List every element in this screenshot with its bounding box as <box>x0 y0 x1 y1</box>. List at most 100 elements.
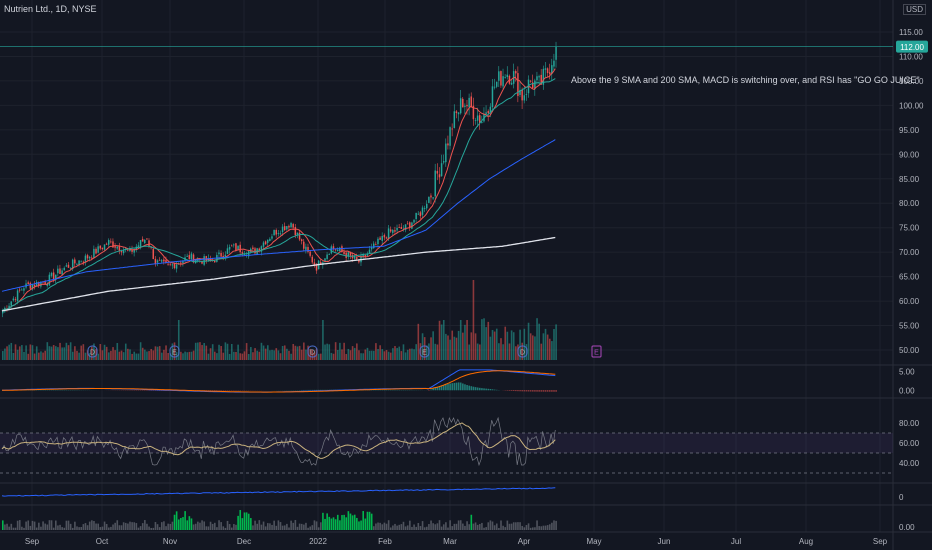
volume-bar <box>317 353 320 360</box>
volume-bar <box>61 347 63 360</box>
earnings-marker <box>169 345 180 358</box>
indicator-histogram-bar <box>144 520 146 530</box>
macd-histogram-bar <box>453 382 456 391</box>
candle-body <box>521 89 523 101</box>
candle-body <box>489 106 492 113</box>
candle-body <box>525 94 528 95</box>
candle-body <box>519 89 521 95</box>
volume-bar <box>228 353 231 360</box>
candle-body <box>275 229 277 235</box>
indicator-histogram-bar <box>228 524 231 530</box>
candle-body <box>108 240 110 245</box>
indicator-histogram-bar <box>127 523 129 530</box>
volume-bar <box>300 349 303 360</box>
indicator-histogram-bar <box>4 524 6 530</box>
volume-bar <box>290 353 292 360</box>
indicator-histogram-bar <box>245 512 248 530</box>
volume-bar <box>512 332 515 360</box>
volume-bar <box>275 348 278 360</box>
indicator-histogram-bar <box>103 521 106 530</box>
indicator-histogram-bar <box>10 523 13 530</box>
indicator-line <box>1 487 556 497</box>
volume-bar <box>110 350 112 360</box>
sma200-line <box>1 236 556 312</box>
indicator-histogram-bar <box>226 520 229 530</box>
candle-body <box>214 260 216 263</box>
macd-tick-label: 0.00 <box>899 386 915 395</box>
volume-bar <box>188 351 191 360</box>
macd-histogram-bar <box>519 390 521 392</box>
volume-bar <box>33 353 36 360</box>
volume-bar <box>114 350 116 360</box>
indicator-histogram-bar <box>540 526 543 530</box>
indicator-histogram-bar <box>449 520 451 530</box>
volume-bar <box>205 345 208 360</box>
indicator-histogram-bar <box>409 520 411 530</box>
volume-bar <box>63 347 66 360</box>
volume-bar <box>423 337 426 360</box>
indicator-histogram-bar <box>110 526 112 530</box>
macd-histogram-bar <box>485 388 487 391</box>
volume-bar <box>131 353 133 360</box>
indicator-histogram-bar <box>211 523 214 530</box>
candle-body <box>292 224 294 228</box>
price-tick-label: 50.00 <box>899 346 920 355</box>
volume-bar <box>404 352 407 360</box>
volume-bar <box>334 342 337 360</box>
indicator-histogram-bar <box>434 524 437 530</box>
candle-body <box>426 203 428 209</box>
candle-body <box>52 272 55 279</box>
candle-body <box>370 246 373 250</box>
indicator-histogram-bar <box>91 520 93 530</box>
volume-bar <box>392 348 394 360</box>
candle-body <box>474 119 477 121</box>
indicator-histogram-bar <box>129 521 131 530</box>
indicator-histogram-bar <box>194 523 197 530</box>
candle-body <box>540 74 542 85</box>
volume-bar <box>129 349 131 360</box>
indicator-histogram-bar <box>493 525 496 530</box>
volume-bar <box>40 351 42 360</box>
candle-body <box>529 80 532 82</box>
currency-badge[interactable]: USD <box>903 4 926 15</box>
volume-bar <box>470 332 473 360</box>
indicator-histogram-bar <box>78 527 80 530</box>
indicator-histogram-bar <box>252 525 254 530</box>
macd-histogram-bar <box>462 383 464 391</box>
candle-body <box>254 248 256 254</box>
volume-bar <box>141 347 144 360</box>
volume-bar <box>199 342 201 360</box>
indicator-histogram-bar <box>542 525 545 530</box>
candle-body <box>35 281 38 286</box>
indicator-histogram-bar <box>135 523 138 530</box>
volume-bar <box>52 345 55 360</box>
indicator-histogram-bar <box>375 523 377 530</box>
indicator-histogram-bar <box>55 520 57 530</box>
indicator-histogram-bar <box>525 525 528 530</box>
indicator-histogram-bar <box>432 523 434 530</box>
candle-body <box>33 284 36 287</box>
indicator-histogram-bar <box>326 513 328 530</box>
volume-bar <box>502 344 504 360</box>
indicator-histogram-bar <box>197 521 199 530</box>
volume-bar <box>538 323 540 360</box>
x-axis-label: 2022 <box>309 537 327 546</box>
x-axis-label: Nov <box>163 537 177 546</box>
indicator-histogram-bar <box>305 522 307 530</box>
volume-bar <box>14 344 17 360</box>
candle-body <box>97 246 99 253</box>
candle-body <box>336 249 339 252</box>
volume-bar <box>31 345 34 360</box>
macd-histogram-bar <box>508 390 511 391</box>
volume-bar <box>65 342 68 360</box>
volume-bar <box>551 341 553 360</box>
indicator-histogram-bar <box>275 525 278 530</box>
candle-body <box>290 222 292 228</box>
candle-body <box>222 255 224 258</box>
volume-bar <box>67 345 70 360</box>
indicator-histogram-bar <box>485 527 487 530</box>
candle-body <box>286 226 288 230</box>
volume-bar <box>233 351 235 360</box>
volume-bar <box>18 346 21 360</box>
